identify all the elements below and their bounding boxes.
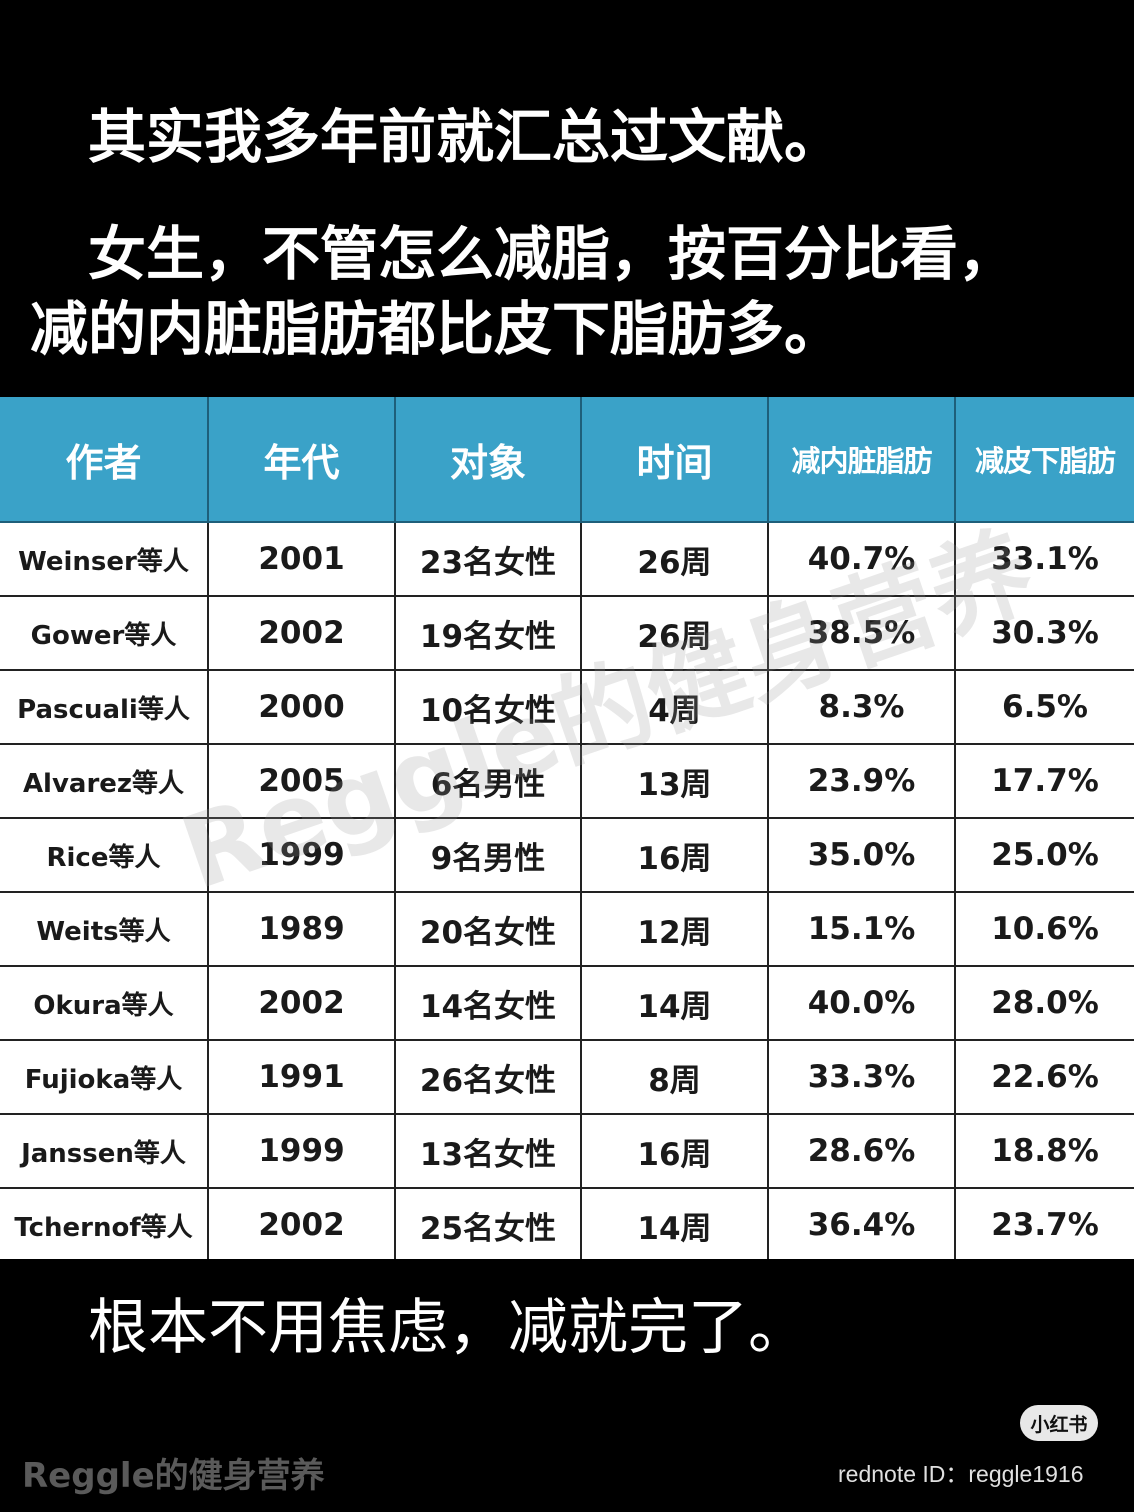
table-row: Weits等人 1989 20名女性 12周 15.1% 10.6% [0,892,1134,967]
caption-line-3: 减的内脏脂肪都比皮下脂肪多。 [30,295,843,363]
xiaohongshu-logo: 小红书 [1020,1405,1098,1441]
cell-duration: 14周 [581,1188,769,1259]
cell-subcutaneous-fat: 33.1% [955,522,1134,597]
rednote-id: rednote ID：reggle1916 [838,1461,1084,1487]
cell-author: Weinser等人 [0,522,209,597]
cell-author: Janssen等人 [0,1114,209,1189]
table-row: Rice等人 1999 9名男性 16周 35.0% 25.0% [0,818,1134,893]
cell-author: Okura等人 [0,966,209,1041]
cell-visceral-fat: 28.6% [768,1114,956,1189]
cell-duration: 13周 [581,744,769,819]
cell-duration: 8周 [581,1040,769,1115]
cell-subjects: 20名女性 [395,892,582,967]
cell-subjects: 9名男性 [395,818,582,893]
cell-duration: 16周 [581,818,769,893]
table-row: Fujioka等人 1991 26名女性 8周 33.3% 22.6% [0,1040,1134,1115]
caption-line-1: 其实我多年前就汇总过文献。 [88,103,843,171]
cell-visceral-fat: 33.3% [768,1040,956,1115]
cell-subjects: 10名女性 [395,670,582,745]
cell-author: Fujioka等人 [0,1040,209,1115]
cell-year: 2002 [208,966,396,1041]
brand-signature: Reggle的健身营养 [22,1456,325,1496]
caption-line-4: 根本不用焦虑，减就完了。 [88,1293,808,1363]
header-year: 年代 [208,397,396,523]
table-row: Pascuali等人 2000 10名女性 4周 8.3% 6.5% [0,670,1134,745]
cell-duration: 26周 [581,522,769,597]
cell-subcutaneous-fat: 30.3% [955,596,1134,671]
cell-year: 1989 [208,892,396,967]
cell-duration: 26周 [581,596,769,671]
cell-visceral-fat: 35.0% [768,818,956,893]
table-row: Janssen等人 1999 13名女性 16周 28.6% 18.8% [0,1114,1134,1189]
header-subjects: 对象 [395,397,582,523]
cell-duration: 4周 [581,670,769,745]
cell-subjects: 14名女性 [395,966,582,1041]
cell-year: 2005 [208,744,396,819]
cell-year: 2002 [208,596,396,671]
table-row: Alvarez等人 2005 6名男性 13周 23.9% 17.7% [0,744,1134,819]
header-duration: 时间 [581,397,769,523]
cell-year: 1999 [208,1114,396,1189]
cell-author: Weits等人 [0,892,209,967]
cell-subjects: 23名女性 [395,522,582,597]
cell-subcutaneous-fat: 18.8% [955,1114,1134,1189]
cell-visceral-fat: 38.5% [768,596,956,671]
caption-line-2: 女生，不管怎么减脂，按百分比看， [88,220,1017,288]
cell-visceral-fat: 36.4% [768,1188,956,1259]
cell-duration: 12周 [581,892,769,967]
cell-visceral-fat: 40.7% [768,522,956,597]
table-header-row: 作者 年代 对象 时间 减内脏脂肪 减皮下脂肪 [0,397,1134,523]
cell-subcutaneous-fat: 28.0% [955,966,1134,1041]
cell-duration: 14周 [581,966,769,1041]
cell-author: Gower等人 [0,596,209,671]
header-visceral-fat: 减内脏脂肪 [768,397,956,523]
cell-subjects: 25名女性 [395,1188,582,1259]
cell-author: Rice等人 [0,818,209,893]
table-row: Gower等人 2002 19名女性 26周 38.5% 30.3% [0,596,1134,671]
cell-year: 2002 [208,1188,396,1259]
cell-visceral-fat: 23.9% [768,744,956,819]
cell-author: Alvarez等人 [0,744,209,819]
cell-subcutaneous-fat: 23.7% [955,1188,1134,1259]
cell-duration: 16周 [581,1114,769,1189]
cell-subjects: 26名女性 [395,1040,582,1115]
cell-subjects: 19名女性 [395,596,582,671]
header-subcutaneous-fat: 减皮下脂肪 [955,397,1134,523]
cell-year: 2001 [208,522,396,597]
header-author: 作者 [0,397,209,523]
cell-year: 1999 [208,818,396,893]
table-row: Weinser等人 2001 23名女性 26周 40.7% 33.1% [0,522,1134,597]
cell-year: 2000 [208,670,396,745]
literature-table: 作者 年代 对象 时间 减内脏脂肪 减皮下脂肪 Weinser等人 2001 23名… [0,397,1134,1259]
cell-subcutaneous-fat: 6.5% [955,670,1134,745]
table-row: Tchernof等人 2002 25名女性 14周 36.4% 23.7% [0,1188,1134,1259]
cell-author: Pascuali等人 [0,670,209,745]
cell-subjects: 6名男性 [395,744,582,819]
cell-subcutaneous-fat: 25.0% [955,818,1134,893]
cell-year: 1991 [208,1040,396,1115]
table-row: Okura等人 2002 14名女性 14周 40.0% 28.0% [0,966,1134,1041]
cell-subcutaneous-fat: 22.6% [955,1040,1134,1115]
cell-subcutaneous-fat: 10.6% [955,892,1134,967]
cell-visceral-fat: 40.0% [768,966,956,1041]
cell-visceral-fat: 15.1% [768,892,956,967]
cell-subcutaneous-fat: 17.7% [955,744,1134,819]
cell-author: Tchernof等人 [0,1188,209,1259]
cell-visceral-fat: 8.3% [768,670,956,745]
cell-subjects: 13名女性 [395,1114,582,1189]
